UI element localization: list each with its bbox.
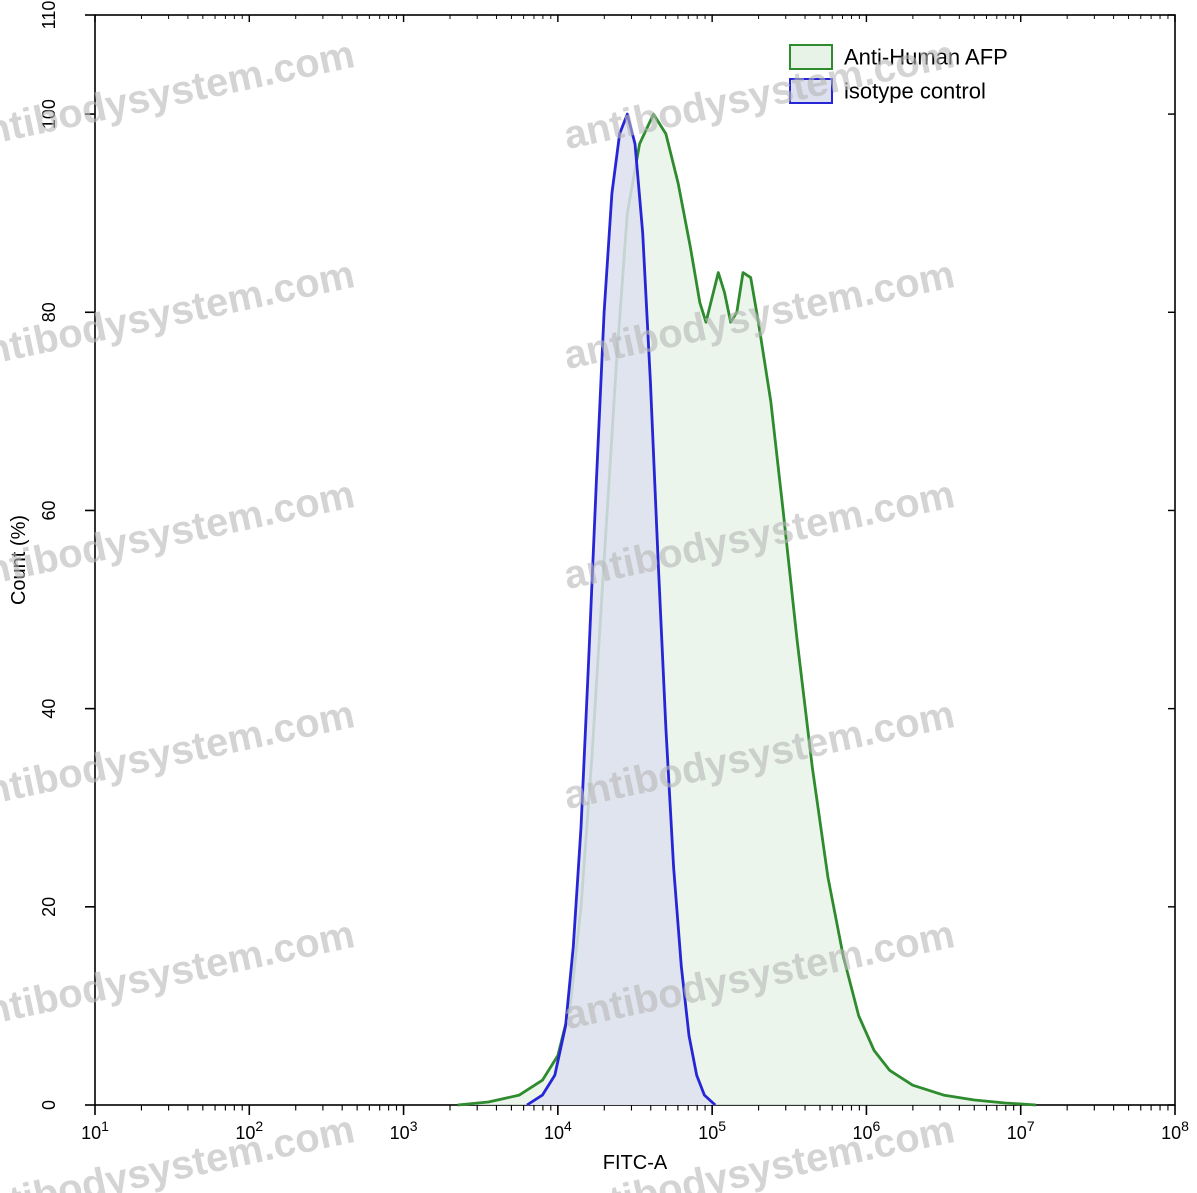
x-tick-label: 107 [1007,1118,1035,1143]
flow-cytometry-histogram: 101 102 103 104 105 106 107 108 FITC-A 0 20 40 60 80 1… [0,0,1197,1193]
legend-swatch [790,45,832,69]
x-tick-label: 106 [853,1118,881,1143]
x-axis-label: FITC-A [603,1152,668,1174]
x-tick-label: 104 [544,1118,572,1143]
legend-label: Anti-Human AFP [844,45,1008,70]
y-tick-label: 20 [39,897,59,917]
legend: Anti-Human AFP isotype control [790,45,1008,104]
chart-container: 101 102 103 104 105 106 107 108 FITC-A 0 20 40 60 80 1… [0,0,1197,1193]
x-tick-label: 105 [698,1118,726,1143]
x-tick-label: 108 [1161,1118,1189,1143]
legend-swatch [790,79,832,103]
y-tick-label: 80 [39,302,59,322]
x-tick-label: 101 [81,1118,109,1143]
legend-label: isotype control [844,79,986,104]
y-tick-label: 110 [39,1,59,30]
y-tick-label: 60 [39,500,59,520]
y-tick-label: 100 [39,99,59,129]
y-tick-label: 0 [39,1100,59,1110]
y-tick-label: 40 [39,699,59,719]
series-fill [458,114,1037,1105]
x-tick-label: 103 [390,1118,418,1143]
y-axis-label: Count (%) [8,515,30,605]
x-tick-label: 102 [235,1118,263,1143]
